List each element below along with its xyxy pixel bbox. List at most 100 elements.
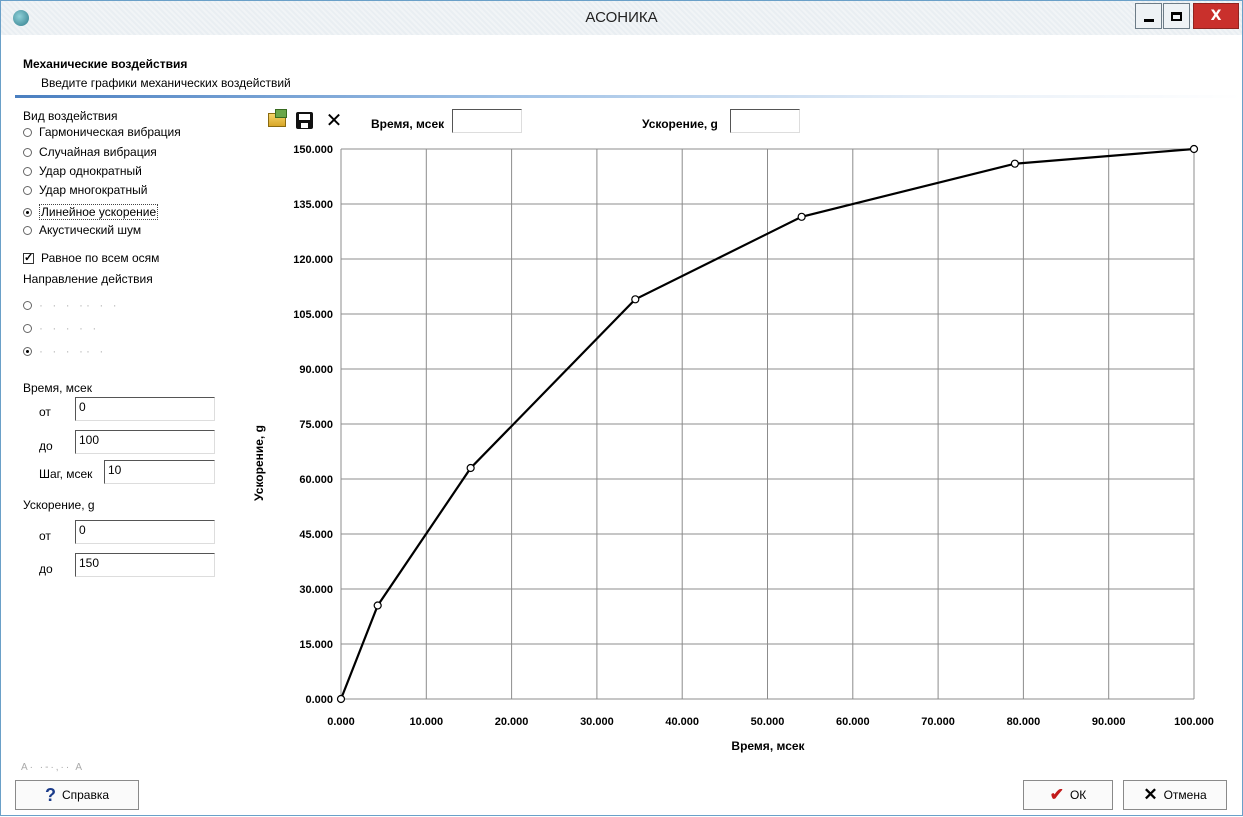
- dialog-header: Механические воздействия Введите графики…: [1, 35, 1242, 95]
- time-step-input[interactable]: 10: [104, 460, 215, 484]
- chart-grid: [340, 148, 1195, 700]
- radio-label: Удар однократный: [39, 164, 142, 178]
- cancel-button-label: Отмена: [1163, 788, 1207, 802]
- direction-label: Направление действия: [23, 272, 153, 286]
- data-point[interactable]: [1010, 159, 1019, 168]
- x-tick-label: 60.000: [836, 716, 870, 728]
- accel-from-input[interactable]: 0: [75, 520, 215, 544]
- time-to-label: до: [39, 439, 53, 453]
- time-step-label: Шаг, мсек: [39, 467, 93, 481]
- x-tick-label: 90.000: [1092, 716, 1126, 728]
- radio-selected-icon: [23, 207, 32, 217]
- radio-linear-acceleration[interactable]: Линейное ускорение: [23, 204, 159, 220]
- radio-selected-icon: [23, 346, 32, 356]
- radio-label: · · · ·· · ·: [39, 298, 120, 312]
- time-readout-label: Время, мсек: [371, 117, 445, 131]
- y-tick-label: 90.000: [299, 364, 333, 376]
- y-tick-label: 0.000: [305, 694, 333, 706]
- radio-icon: [23, 323, 32, 333]
- clear-button[interactable]: ✕: [323, 109, 345, 131]
- header-divider: [15, 95, 1242, 98]
- radio-label: Линейное ускорение: [39, 204, 159, 220]
- floppy-disk-icon: [295, 111, 313, 129]
- maximize-button[interactable]: [1163, 3, 1190, 29]
- x-tick-label: 0.000: [327, 716, 355, 728]
- header-title: Механические воздействия: [23, 57, 188, 71]
- time-readout-input[interactable]: [452, 109, 522, 133]
- radio-label: · · · · ·: [39, 321, 100, 335]
- accel-section-label: Ускорение, g: [23, 498, 95, 512]
- y-tick-label: 150.000: [293, 144, 333, 156]
- y-axis-label: Ускорение, g: [252, 425, 266, 501]
- close-button[interactable]: X: [1193, 3, 1239, 29]
- data-point[interactable]: [336, 694, 346, 704]
- x-icon: ✕: [1143, 785, 1158, 804]
- open-file-button[interactable]: [266, 109, 288, 131]
- radio-label: Акустический шум: [39, 223, 142, 237]
- radio-label: Гармоническая вибрация: [39, 125, 181, 139]
- equal-all-axes-checkbox[interactable]: ✓ Равное по всем осям: [23, 251, 159, 265]
- radio-acoustic-noise[interactable]: Акустический шум: [23, 223, 141, 237]
- help-icon: ?: [44, 784, 56, 805]
- corner-note: A· ·-·,·· A: [21, 762, 85, 773]
- x-axis-label: Время, мсек: [731, 739, 805, 753]
- help-button[interactable]: ? Справка: [15, 780, 139, 810]
- x-tick-label: 20.000: [495, 716, 529, 728]
- help-button-label: Справка: [61, 788, 110, 802]
- data-point[interactable]: [373, 601, 382, 610]
- radio-icon: [23, 225, 32, 235]
- time-from-input[interactable]: 0: [75, 397, 215, 421]
- cancel-button[interactable]: ✕ Отмена: [1123, 780, 1227, 810]
- radio-single-shock[interactable]: Удар однократный: [23, 164, 142, 178]
- series-line: [339, 147, 1195, 700]
- checkmark-icon: ✓: [23, 251, 34, 264]
- title-bar[interactable]: АСОНИКА X: [1, 1, 1242, 35]
- y-tick-label: 30.000: [299, 584, 333, 596]
- radio-label: · · · ·· ·: [39, 344, 107, 358]
- maximize-icon: [1171, 11, 1182, 21]
- radio-icon: [23, 147, 32, 157]
- save-file-button[interactable]: [293, 109, 315, 131]
- data-point[interactable]: [466, 463, 475, 473]
- time-to-input[interactable]: 100: [75, 430, 215, 454]
- y-tick-label: 15.000: [299, 639, 333, 651]
- accel-readout-label: Ускорение, g: [642, 117, 718, 131]
- radio-label: Удар многократный: [39, 183, 148, 197]
- accel-readout-input[interactable]: [730, 109, 800, 133]
- x-tick-label: 100.000: [1174, 716, 1214, 728]
- series-points: [336, 144, 1199, 704]
- radio-label: Случайная вибрация: [39, 145, 157, 159]
- x-tick-label: 40.000: [665, 716, 699, 728]
- window-title: АСОНИКА: [585, 9, 658, 26]
- accel-to-input[interactable]: 150: [75, 553, 215, 577]
- radio-direction-1[interactable]: · · · ·· · ·: [23, 298, 120, 312]
- accel-from-label: от: [39, 529, 51, 543]
- impact-type-label: Вид воздействия: [23, 109, 118, 123]
- radio-random-vibration[interactable]: Случайная вибрация: [23, 145, 157, 159]
- app-icon: [13, 10, 29, 26]
- time-section-label: Время, мсек: [23, 381, 92, 395]
- minimize-button[interactable]: [1135, 3, 1162, 29]
- radio-multiple-shock[interactable]: Удар многократный: [23, 183, 148, 197]
- y-tick-label: 105.000: [293, 309, 333, 321]
- minimize-icon: [1143, 19, 1154, 22]
- data-point[interactable]: [797, 212, 806, 221]
- radio-icon: [23, 127, 32, 137]
- ok-button-label: ОК: [1069, 788, 1087, 802]
- y-tick-label: 45.000: [299, 529, 333, 541]
- ok-button[interactable]: ✔ ОК: [1023, 780, 1113, 810]
- close-icon: X: [1210, 8, 1222, 24]
- chart-tick-labels: 0.000 10.000 20.000 30.000 40.000 50.000 60.00…: [293, 144, 1214, 728]
- radio-direction-3[interactable]: · · · ·· ·: [23, 344, 106, 358]
- radio-icon: [23, 300, 32, 310]
- data-point[interactable]: [631, 295, 640, 304]
- x-tick-label: 70.000: [921, 716, 955, 728]
- header-subtitle: Введите графики механических воздействий: [41, 76, 291, 90]
- radio-direction-2[interactable]: · · · · ·: [23, 321, 99, 335]
- x-tick-label: 10.000: [409, 716, 443, 728]
- radio-harmonic-vibration[interactable]: Гармоническая вибрация: [23, 125, 181, 139]
- checkmark-icon: ✔: [1049, 785, 1064, 804]
- x-icon: ✕: [325, 108, 343, 132]
- data-point[interactable]: [1189, 144, 1199, 154]
